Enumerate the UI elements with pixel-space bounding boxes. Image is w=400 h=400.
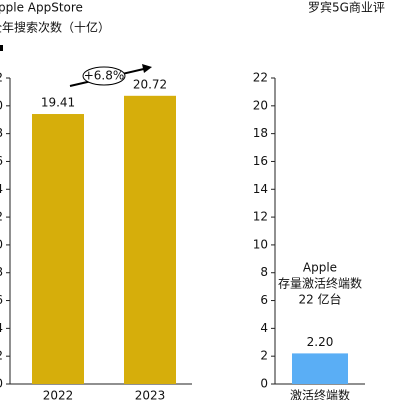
y-tick-label: 2: [260, 349, 268, 363]
y-tick-label: 6: [0, 293, 3, 307]
y-tick-label: 0: [0, 377, 3, 391]
annotation-box: [82, 66, 126, 86]
y-tick-label: 8: [0, 265, 3, 279]
y-tick-label: 6: [260, 293, 268, 307]
bar: [32, 114, 84, 385]
y-tick-label: 14: [0, 182, 3, 196]
y-tick-label: 2: [0, 349, 3, 363]
annotation: 存量激活终端数: [278, 276, 362, 291]
arrow-head: [142, 64, 152, 73]
value-label: 20.72: [133, 77, 167, 91]
annotation: Apple: [303, 261, 337, 275]
y-tick-label: 18: [0, 126, 3, 140]
x-tick-label: 激活终端数: [290, 388, 350, 400]
chart-title: pple AppStore: [0, 1, 83, 15]
y-tick-label: 18: [253, 126, 268, 140]
annotation: 22 亿台: [298, 292, 341, 307]
brand: 罗宾5G商业评: [308, 0, 385, 15]
value-label: 19.41: [41, 96, 75, 110]
y-tick-label: 10: [0, 237, 3, 251]
x-tick-label: 2022: [43, 389, 74, 400]
x-tick-label: 2023: [135, 389, 166, 400]
y-tick-label: 20: [0, 98, 3, 112]
marker: [0, 45, 3, 51]
y-tick-label: 22: [253, 71, 268, 85]
value-label: 2.20: [307, 335, 334, 349]
y-tick-label: 10: [253, 237, 268, 251]
bar: [292, 353, 348, 384]
y-tick-label: 8: [260, 265, 268, 279]
y-tick-label: 12: [0, 210, 3, 224]
chart-subtitle: 全年搜索次数（十亿）: [0, 20, 110, 35]
y-tick-label: 12: [253, 210, 268, 224]
y-tick-label: 14: [253, 182, 268, 196]
y-tick-label: 22: [0, 71, 3, 85]
bar: [124, 95, 176, 384]
y-tick-label: 20: [253, 98, 268, 112]
y-tick-label: 4: [0, 321, 3, 335]
y-tick-label: 4: [260, 321, 268, 335]
y-tick-label: 16: [0, 154, 3, 168]
annotation: +6.8%: [84, 69, 125, 83]
y-tick-label: 0: [260, 377, 268, 391]
y-tick-label: 16: [253, 154, 268, 168]
